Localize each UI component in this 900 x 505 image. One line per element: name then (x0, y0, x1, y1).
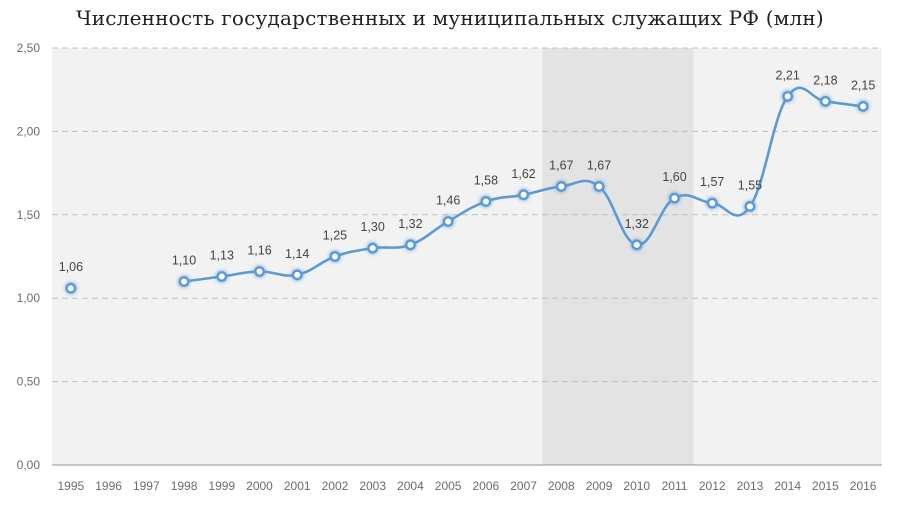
x-tick-label: 2010 (623, 479, 650, 493)
data-label: 1,16 (247, 244, 271, 258)
data-point (706, 197, 718, 209)
y-tick-label: 0,00 (17, 458, 41, 472)
y-tick-label: 0,50 (17, 375, 41, 389)
data-point (216, 271, 228, 282)
x-tick-label: 2009 (586, 479, 613, 493)
x-tick-label: 2001 (284, 479, 311, 493)
data-point (254, 266, 265, 277)
data-point (669, 192, 680, 204)
data-point (782, 90, 794, 102)
data-point (820, 95, 831, 107)
x-tick-label: 2000 (246, 479, 273, 493)
data-label: 1,67 (549, 158, 573, 172)
data-point (857, 100, 869, 112)
x-tick-label: 2004 (397, 479, 424, 493)
data-point (405, 239, 416, 251)
data-point (480, 196, 492, 207)
x-tick-label: 2015 (812, 479, 839, 493)
data-label: 1,13 (210, 249, 234, 263)
data-label: 1,55 (738, 178, 762, 192)
y-tick-label: 1,50 (17, 208, 41, 222)
highlight-band (542, 48, 694, 465)
data-label: 1,60 (662, 170, 686, 184)
data-label: 1,67 (587, 158, 611, 172)
data-label: 1,32 (625, 217, 649, 231)
y-tick-label: 2,50 (17, 41, 41, 55)
x-tick-label: 2002 (322, 479, 349, 493)
data-point (593, 181, 605, 192)
data-label: 1,10 (172, 254, 196, 268)
data-label: 2,18 (813, 73, 837, 87)
x-tick-label: 2014 (774, 479, 801, 493)
x-tick-label: 1996 (95, 479, 122, 493)
y-tick-label: 1,00 (17, 291, 41, 305)
chart-title: Численность государственных и муниципаль… (76, 6, 824, 30)
data-label: 1,58 (474, 173, 498, 187)
data-point (291, 269, 303, 281)
data-label: 1,62 (511, 167, 535, 181)
data-label: 1,46 (436, 193, 460, 207)
x-tick-label: 1998 (171, 479, 198, 493)
data-point (518, 189, 529, 201)
data-label: 2,15 (851, 78, 875, 92)
data-label: 2,21 (776, 68, 800, 82)
data-point (631, 239, 643, 251)
data-label: 1,06 (59, 260, 83, 274)
data-label: 1,32 (398, 217, 422, 231)
x-tick-label: 1999 (208, 479, 235, 493)
data-point (442, 216, 454, 227)
data-point (555, 181, 567, 192)
data-point (744, 201, 756, 212)
x-tick-label: 2005 (435, 479, 462, 493)
x-tick-label: 2016 (850, 479, 877, 493)
data-label: 1,57 (700, 175, 724, 189)
data-label: 1,25 (323, 229, 347, 243)
x-tick-label: 1995 (58, 479, 85, 493)
plot-area (52, 48, 882, 465)
x-tick-label: 2003 (359, 479, 386, 493)
data-point (65, 282, 77, 294)
data-point (367, 242, 379, 254)
data-label: 1,30 (361, 220, 385, 234)
x-tick-label: 2013 (737, 479, 764, 493)
data-point (178, 276, 190, 287)
y-tick-label: 2,00 (17, 124, 41, 138)
x-tick-label: 2011 (662, 479, 688, 493)
x-tick-label: 2008 (548, 479, 575, 493)
x-tick-label: 2007 (510, 479, 537, 493)
data-point (329, 251, 341, 262)
x-tick-label: 2012 (699, 479, 726, 493)
x-tick-label: 1997 (133, 479, 160, 493)
data-label: 1,14 (285, 247, 309, 261)
x-tick-label: 2006 (473, 479, 500, 493)
